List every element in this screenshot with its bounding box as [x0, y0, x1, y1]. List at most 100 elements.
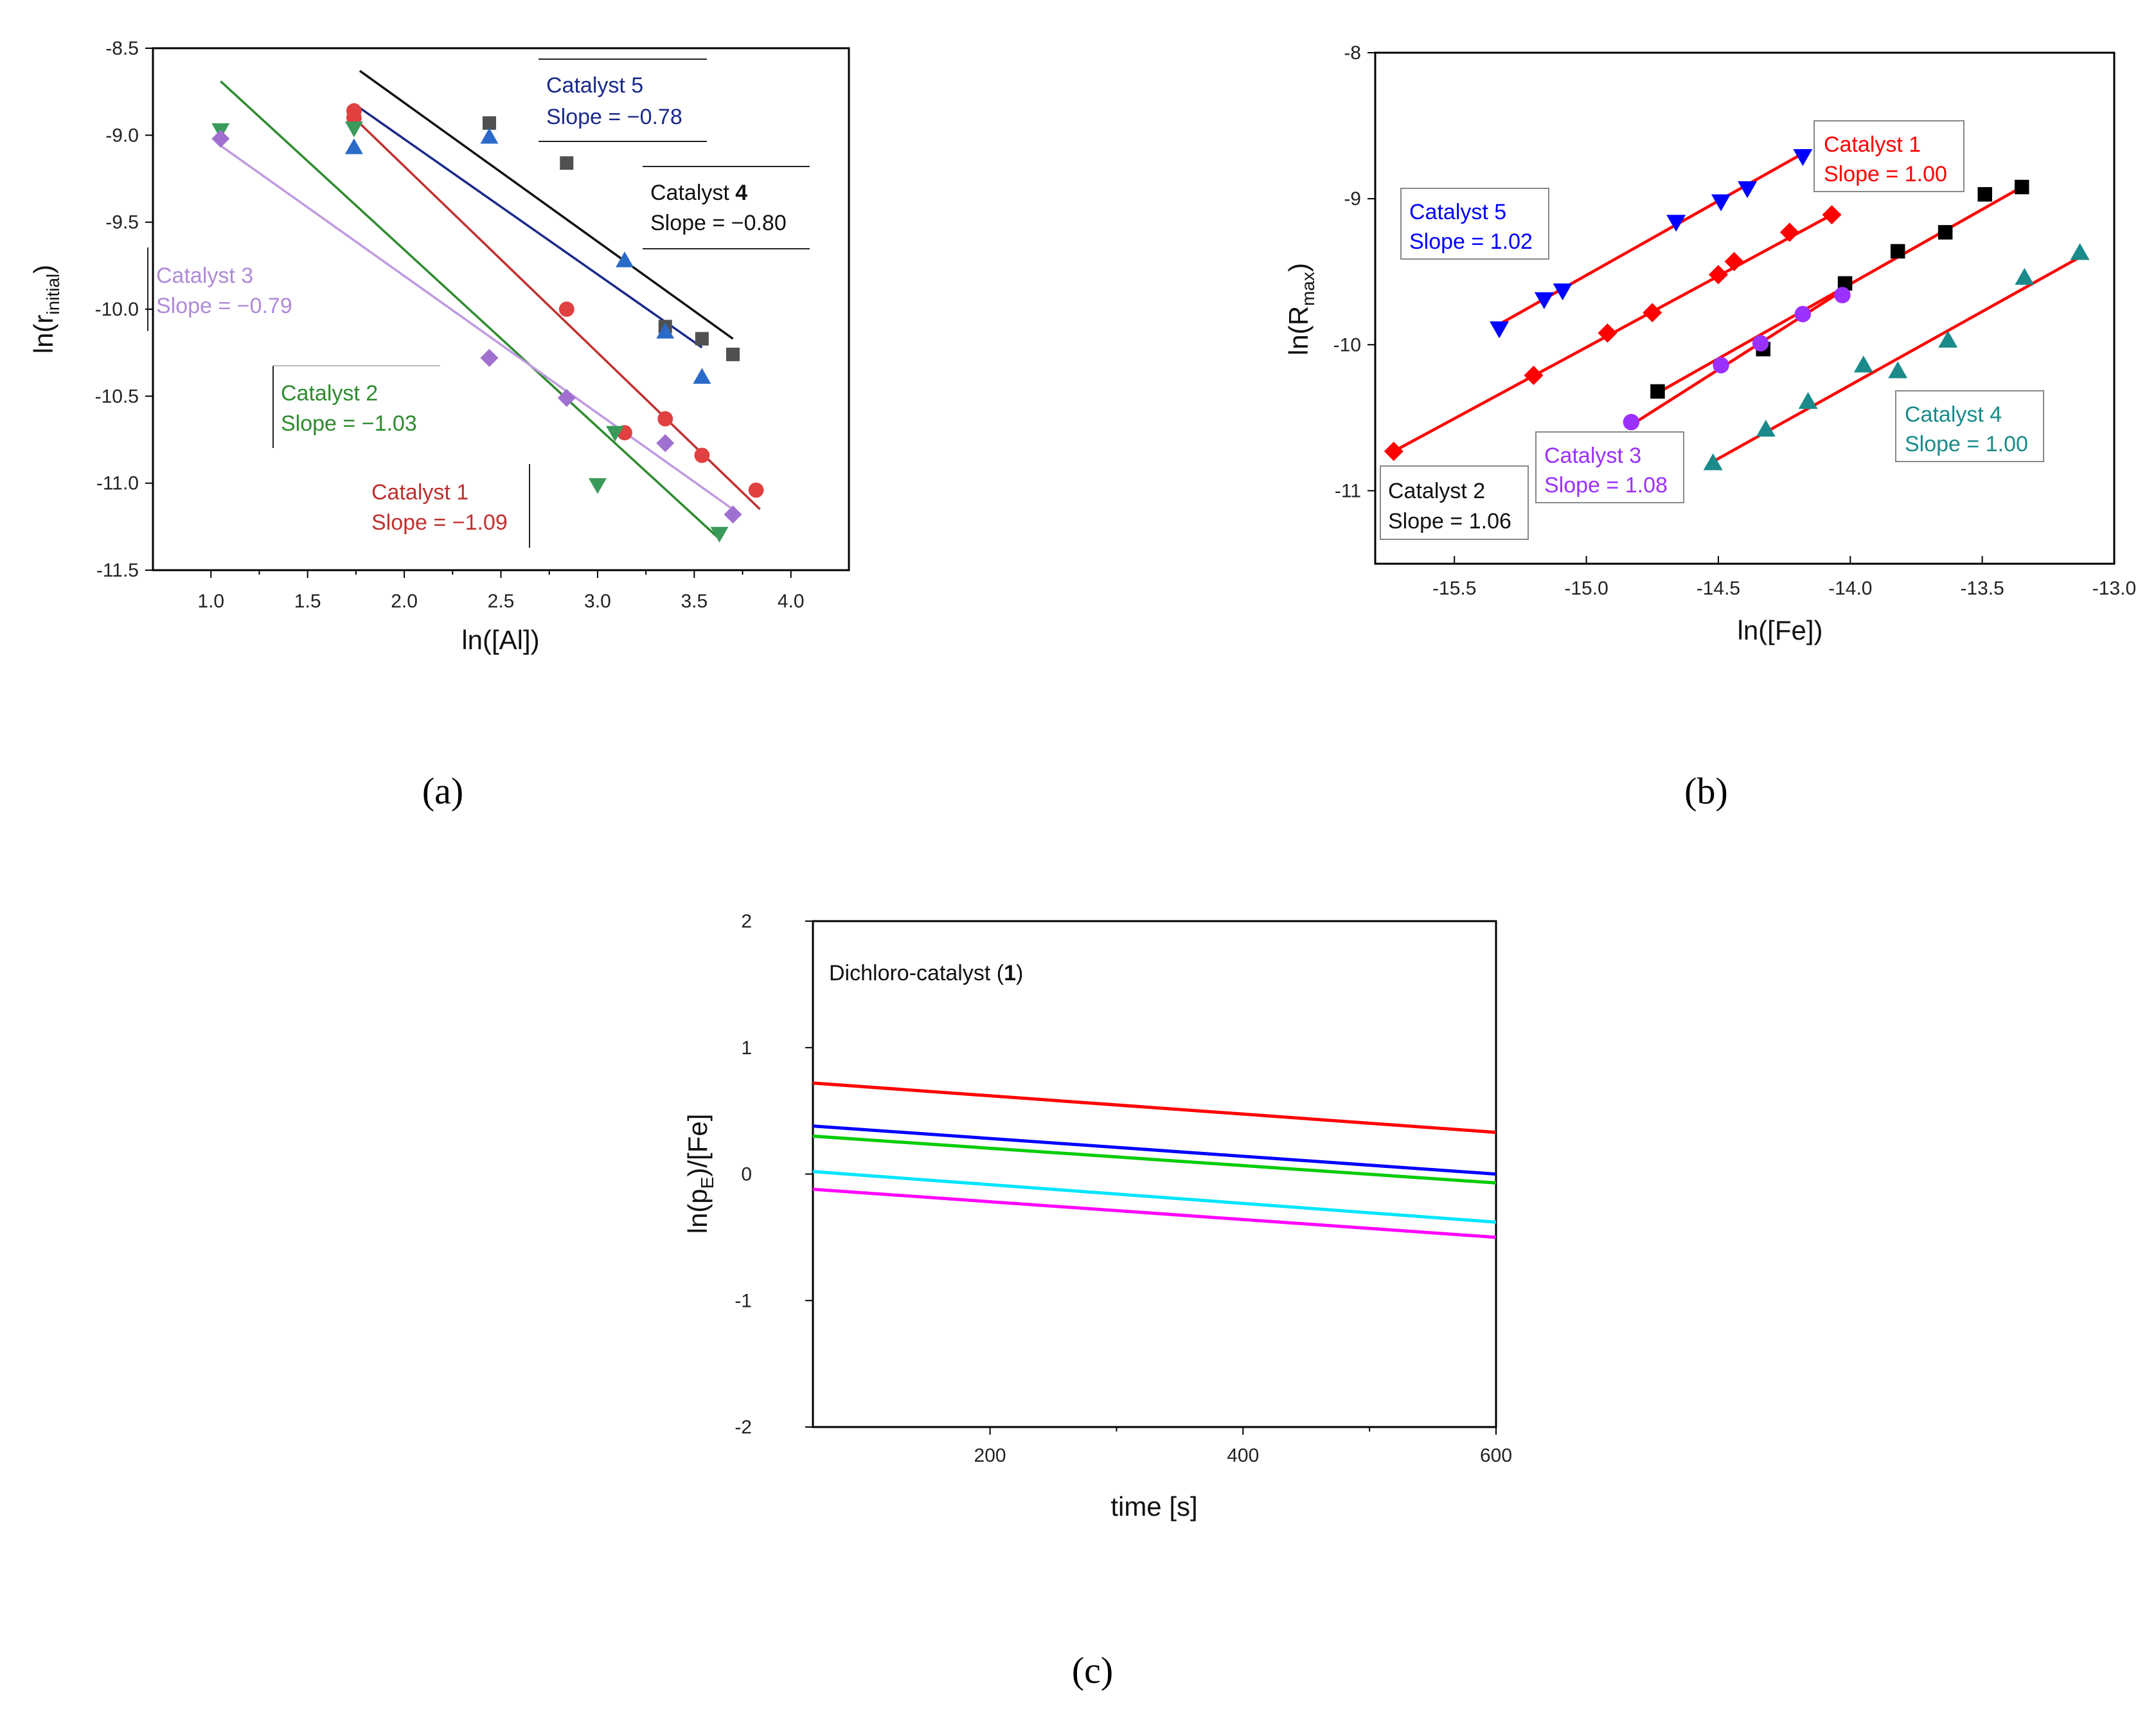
y-axis-label-b: ln(Rmax)	[1283, 263, 1318, 355]
annotation-catalyst-4-slope: Slope = 1.00	[1905, 432, 2028, 456]
y-axis-label-a: ln(rinitial)	[28, 265, 63, 354]
annotation-catalyst-3-a: Catalyst 3 Slope = −0.79	[147, 247, 292, 331]
annotation-catalyst-1-slope: Slope = −1.09	[371, 510, 508, 535]
annotation-catalyst-2-name: Catalyst 2	[1388, 479, 1485, 503]
y-tick-label: -11.5	[96, 560, 139, 581]
series-line-blue	[812, 1124, 1497, 1176]
y-tick-label: 1	[741, 1037, 752, 1059]
data-point-catalyst-1	[694, 447, 710, 463]
x-tick-label: -13.0	[2092, 578, 2136, 599]
series-line-magenta	[812, 1187, 1497, 1239]
data-point-catalyst-5	[693, 368, 711, 384]
chart-panel-a: 1.0 1.5 2.0 2.5 3.0 3.5 4.0 -8.5 -9.0 -9.5 -10.0 -1…	[28, 38, 850, 812]
y-tick-label: -11.0	[96, 473, 139, 494]
chart-title-c: Dichloro-catalyst (1)	[829, 961, 1023, 985]
x-tick-label: 600	[1480, 1445, 1512, 1466]
data-point-catalyst-4	[1798, 391, 1818, 409]
data-point-catalyst-4	[1853, 355, 1873, 373]
data-point-catalyst-3	[1794, 305, 1812, 323]
data-point-catalyst-5	[616, 251, 634, 267]
series-line-red	[812, 1081, 1497, 1135]
data-point-catalyst-2	[588, 478, 607, 494]
data-point-catalyst-2	[344, 121, 363, 138]
fit-lines-a	[220, 69, 761, 540]
data-point-catalyst-1	[1643, 303, 1662, 323]
annotation-catalyst-2-name: Catalyst 2	[281, 381, 378, 406]
x-tick-label: 1.5	[294, 591, 321, 612]
y-tick-label: -10.5	[95, 386, 139, 407]
data-point-catalyst-1	[1822, 205, 1842, 225]
data-point-catalyst-1	[1524, 365, 1544, 385]
data-point-catalyst-5	[1553, 283, 1572, 301]
data-point-catalyst-5	[1793, 149, 1813, 166]
data-lines-c	[812, 1081, 1497, 1239]
y-tick-label: -11	[1335, 480, 1361, 501]
y-tick-label: -8	[1344, 42, 1361, 64]
panel-label-c: (c)	[1072, 1649, 1113, 1691]
x-tick-label: -14.0	[1828, 578, 1872, 599]
x-tick-label: -13.5	[1960, 578, 2004, 599]
x-axis-label-c: time [s]	[1110, 1491, 1197, 1522]
data-point-catalyst-1	[1384, 442, 1403, 462]
x-tick-label: 400	[1227, 1445, 1259, 1466]
data-point-catalyst-3	[1623, 413, 1640, 431]
data-point-catalyst-5	[1711, 194, 1731, 211]
data-point-catalyst-2	[1890, 244, 1905, 259]
x-tick-label: -14.5	[1697, 578, 1740, 599]
data-point-catalyst-3	[480, 348, 499, 367]
data-point-catalyst-2	[710, 526, 729, 543]
annotation-catalyst-1-name: Catalyst 1	[371, 480, 468, 505]
x-tick-label: -15.0	[1564, 578, 1608, 599]
chart-panel-b: -15.5 -15.0 -14.5 -14.0 -13.5 -13.0 -8 -9 -10 -11…	[1283, 42, 2136, 812]
annotation-catalyst-2-a: Catalyst 2 Slope = −1.03	[272, 365, 440, 448]
y-tick-label: -10.0	[95, 299, 139, 320]
data-point-catalyst-4	[482, 116, 496, 130]
annotation-catalyst-5-slope: Slope = −0.78	[546, 105, 682, 129]
y-tick-label: -1	[735, 1290, 752, 1311]
data-point-catalyst-2	[1650, 384, 1665, 399]
panel-label-a: (a)	[422, 770, 463, 812]
annotation-catalyst-2-slope: Slope = 1.06	[1388, 509, 1511, 534]
data-point-catalyst-3	[557, 389, 576, 408]
panel-label-b: (b)	[1684, 770, 1728, 812]
data-point-catalyst-5	[1534, 292, 1554, 309]
data-point-catalyst-5	[656, 323, 675, 339]
x-tick-label: 200	[974, 1445, 1006, 1466]
annotation-catalyst-4-b: Catalyst 4 Slope = 1.00	[1895, 390, 2044, 462]
x-tick-label: 4.0	[778, 591, 805, 612]
tick-group-b: -15.5 -15.0 -14.5 -14.0 -13.5 -13.0 -8 -9 -10 -11	[1333, 42, 2137, 599]
data-point-catalyst-5	[1666, 215, 1686, 232]
y-axis-label-c: ln(pE)/[Fe]	[682, 1114, 717, 1234]
data-point-catalyst-5	[480, 128, 499, 144]
data-point-catalyst-1	[657, 411, 673, 427]
x-tick-label: 1.0	[197, 591, 224, 612]
plot-frame-b	[1374, 51, 2116, 565]
annotation-catalyst-5-a: Catalyst 5 Slope = −0.78	[539, 58, 707, 142]
data-point-catalyst-2	[2015, 179, 2029, 195]
x-axis-label-a: ln([Al])	[461, 625, 539, 655]
x-tick-label: -15.5	[1432, 578, 1476, 599]
annotation-catalyst-1-slope: Slope = 1.00	[1824, 162, 1947, 186]
y-tick-label: -9.0	[105, 125, 139, 146]
fit-line-catalyst-3	[220, 145, 734, 510]
x-tick-label: 3.0	[584, 591, 611, 612]
fit-line-catalyst-4	[1712, 256, 2081, 463]
fit-line-catalyst-4	[359, 69, 734, 340]
data-point-catalyst-3	[1713, 357, 1729, 373]
data-points-a	[211, 103, 764, 543]
plot-frame-c	[812, 920, 1497, 1428]
y-tick-label: -9	[1344, 188, 1361, 210]
data-point-catalyst-2	[605, 426, 624, 442]
data-point-catalyst-4	[560, 156, 574, 170]
y-tick-label: 0	[741, 1164, 752, 1185]
annotation-catalyst-5-b: Catalyst 5 Slope = 1.02	[1400, 188, 1549, 260]
data-point-catalyst-3	[724, 505, 742, 524]
data-point-catalyst-3	[211, 129, 230, 148]
fit-line-catalyst-5	[353, 103, 703, 348]
data-point-catalyst-4	[1888, 361, 1908, 379]
annotation-catalyst-4-slope: Slope = −0.80	[650, 211, 787, 235]
y-tick-label: -10	[1333, 334, 1361, 355]
data-point-catalyst-1	[748, 482, 764, 498]
data-point-catalyst-2	[1977, 187, 1992, 202]
data-point-catalyst-4	[2015, 267, 2035, 285]
